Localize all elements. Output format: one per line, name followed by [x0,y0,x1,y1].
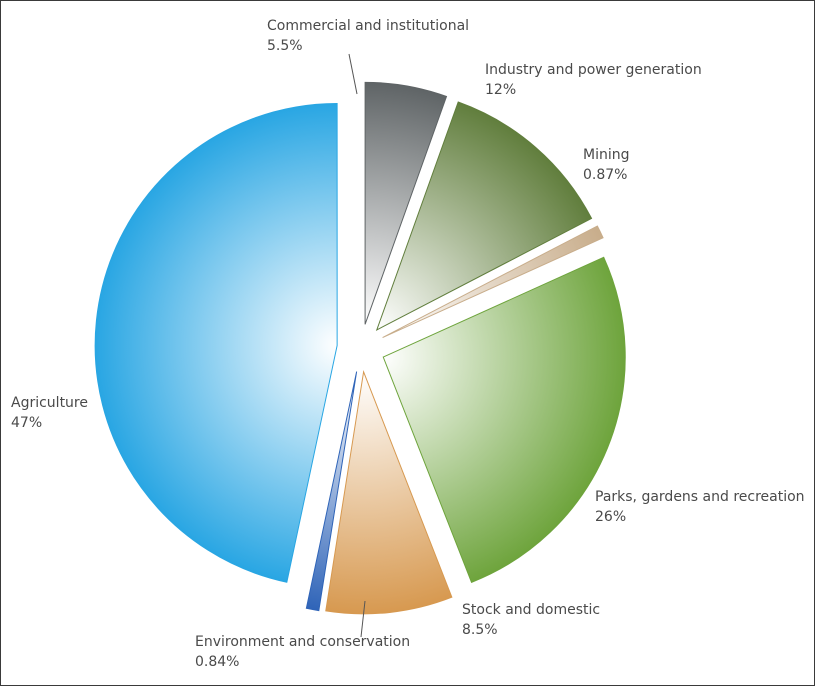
value-parks-gardens-and-recreation: 26% [595,509,626,525]
value-environment-and-conservation: 0.84% [195,654,239,670]
slice-agriculture [94,102,338,583]
leader-environment-and-conservation [360,600,366,638]
label-environment-and-conservation: Environment and conservation [195,634,410,650]
leader-lines [348,53,366,638]
label-parks-gardens-and-recreation: Parks, gardens and recreation [595,489,805,505]
value-mining: 0.87% [583,167,627,183]
label-commercial-and-institutional: Commercial and institutional [267,18,469,34]
label-stock-and-domestic: Stock and domestic [462,602,600,618]
value-industry-and-power-generation: 12% [485,82,516,98]
value-commercial-and-institutional: 5.5% [267,38,303,54]
slice-environment-and-conservation [305,371,358,612]
slice-mining [382,225,604,338]
labels-layer: Agriculture 47% Commercial and institution… [11,18,805,670]
slices-layer [94,81,626,615]
label-agriculture: Agriculture [11,395,88,411]
slice-commercial-and-institutional [364,81,448,325]
label-industry-and-power-generation: Industry and power generation [485,62,702,78]
leader-commercial-and-institutional [348,53,358,95]
slice-parks-gardens-and-recreation [382,256,626,584]
slice-industry-and-power-generation [375,101,593,331]
value-agriculture: 47% [11,415,42,431]
value-stock-and-domestic: 8.5% [462,622,498,638]
label-mining: Mining [583,147,630,163]
slice-stock-and-domestic [325,369,453,615]
